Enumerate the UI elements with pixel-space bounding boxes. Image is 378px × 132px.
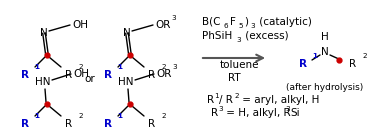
Text: OR: OR bbox=[155, 20, 170, 30]
Text: F: F bbox=[230, 17, 236, 27]
Text: R: R bbox=[21, 119, 29, 129]
Text: 3: 3 bbox=[218, 106, 223, 112]
Text: 2: 2 bbox=[234, 93, 239, 99]
Text: 3: 3 bbox=[172, 64, 177, 70]
Text: N: N bbox=[123, 28, 131, 38]
Text: R: R bbox=[104, 70, 112, 80]
Text: OH: OH bbox=[72, 20, 88, 30]
Text: 2: 2 bbox=[78, 64, 83, 70]
Text: 1: 1 bbox=[214, 93, 218, 99]
Text: HN: HN bbox=[35, 77, 51, 87]
Text: OH: OH bbox=[73, 69, 89, 79]
Text: 2: 2 bbox=[78, 113, 83, 119]
Text: OR: OR bbox=[156, 69, 171, 79]
Text: 5: 5 bbox=[238, 23, 243, 29]
Text: PhSiH: PhSiH bbox=[202, 31, 232, 41]
Text: (after hydrolysis): (after hydrolysis) bbox=[287, 84, 364, 93]
Text: H: H bbox=[321, 32, 329, 42]
Text: 1: 1 bbox=[34, 64, 39, 70]
Text: 1: 1 bbox=[312, 53, 317, 59]
Text: R: R bbox=[21, 70, 29, 80]
Text: 2: 2 bbox=[161, 64, 166, 70]
Text: R: R bbox=[349, 59, 356, 69]
Text: R: R bbox=[207, 95, 214, 105]
Text: HN: HN bbox=[118, 77, 134, 87]
Text: (catalytic): (catalytic) bbox=[256, 17, 312, 27]
Text: R: R bbox=[149, 70, 156, 80]
Text: 2: 2 bbox=[362, 53, 367, 59]
Text: N: N bbox=[321, 47, 329, 57]
Text: B(C: B(C bbox=[202, 17, 220, 27]
Text: 3: 3 bbox=[285, 106, 290, 112]
Text: R: R bbox=[65, 70, 73, 80]
Text: = aryl, alkyl, H: = aryl, alkyl, H bbox=[239, 95, 319, 105]
Text: 3: 3 bbox=[236, 37, 241, 43]
Text: Si: Si bbox=[290, 108, 300, 118]
Text: R: R bbox=[104, 119, 112, 129]
Text: R: R bbox=[211, 108, 218, 118]
Text: 2: 2 bbox=[161, 113, 166, 119]
Text: / R: / R bbox=[219, 95, 233, 105]
Text: R: R bbox=[65, 119, 73, 129]
Text: R: R bbox=[149, 119, 156, 129]
Text: 3: 3 bbox=[171, 15, 176, 21]
Text: (excess): (excess) bbox=[242, 31, 289, 41]
Text: RT: RT bbox=[228, 73, 241, 83]
Text: = H, alkyl, R: = H, alkyl, R bbox=[223, 108, 291, 118]
Text: ): ) bbox=[244, 17, 248, 27]
Text: 6: 6 bbox=[224, 23, 229, 29]
Text: 1: 1 bbox=[34, 113, 39, 119]
Text: R: R bbox=[299, 59, 307, 69]
Text: N: N bbox=[40, 28, 48, 38]
Text: 1: 1 bbox=[117, 64, 122, 70]
Text: toluene: toluene bbox=[220, 60, 260, 70]
Text: 3: 3 bbox=[250, 23, 255, 29]
Text: 1: 1 bbox=[117, 113, 122, 119]
Text: or: or bbox=[85, 74, 95, 84]
